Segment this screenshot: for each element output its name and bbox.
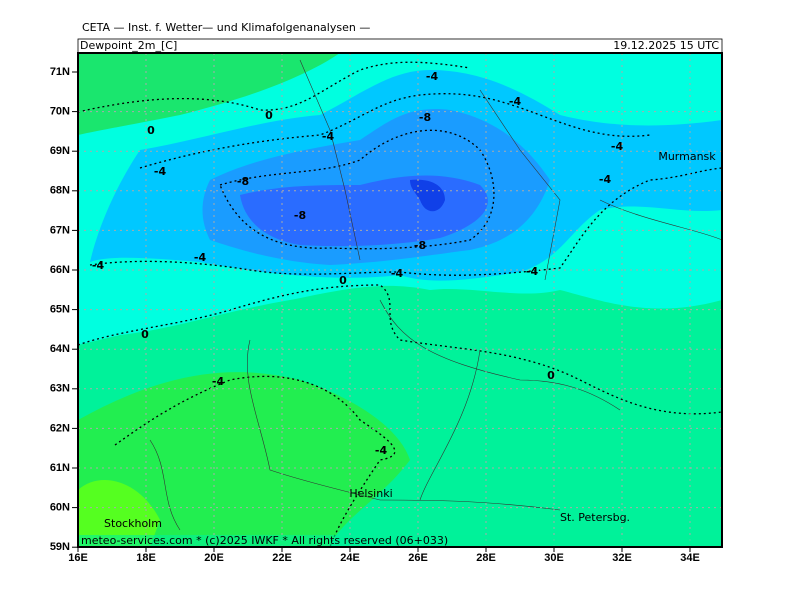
contour-label: -4 [599,173,612,186]
contour-label: 0 [141,328,149,341]
contour-label: 0 [547,369,555,382]
lon-label: 24E [340,552,360,564]
map-labels: -4 -4 -8 0 0 -4 -4 -4 -4 -8 -8 -8 -4 -4 0 -4 -4 0 -4 0 -4 Mur… [92,70,716,530]
contour-label: -4 [391,267,404,280]
field-name: Dewpoint_2m_[C] [80,39,177,52]
contour-label: -4 [154,165,167,178]
lon-label: 30E [544,552,564,564]
contour-label: -4 [92,259,105,272]
lon-label: 18E [136,552,156,564]
lat-label: 61N [50,462,70,474]
contour-label: -4 [194,251,207,264]
lat-label: 63N [50,383,70,395]
institute-title: CETA — Inst. f. Wetter— und Klimafolgena… [82,21,370,34]
graticule [78,53,722,547]
city-label: Helsinki [349,487,392,500]
valid-time: 19.12.2025 15 UTC [613,39,719,52]
contour-label: -4 [509,95,522,108]
field-layer [78,53,722,547]
lat-label: 67N [50,224,70,236]
lon-label: 20E [204,552,224,564]
contour-label: -4 [212,375,225,388]
lat-label: 59N [50,541,70,553]
contour-label: -8 [419,111,431,124]
lon-label: 26E [408,552,428,564]
city-label: St. Petersbg. [560,511,630,524]
contour-label: -4 [611,140,624,153]
contour-label: -8 [237,175,249,188]
lat-label: 62N [50,422,70,434]
lat-label: 64N [50,343,70,355]
axis-labels: 71N70N69N68N67N66N65N64N63N62N61N60N59N1… [50,66,700,564]
lat-label: 71N [50,66,70,78]
contour-label: 0 [339,274,347,287]
city-label: Stockholm [104,517,162,530]
footer: meteo-services.com * (c)2025 IWKF * All … [81,534,448,547]
contour-label: -8 [294,209,306,222]
map-frame [77,52,723,548]
lon-label: 22E [272,552,292,564]
footer-band [78,535,722,547]
lat-label: 69N [50,145,70,157]
lon-label: 32E [612,552,632,564]
lon-label: 16E [68,552,88,564]
lat-label: 60N [50,502,70,514]
contour-label: -4 [426,70,439,83]
lat-label: 66N [50,264,70,276]
lon-label: 28E [476,552,496,564]
contour-label: -4 [375,444,388,457]
lat-label: 65N [50,304,70,316]
contour-label: -4 [526,265,539,278]
lat-label: 70N [50,106,70,118]
contour-label: -8 [414,239,426,252]
lon-label: 34E [680,552,700,564]
contour-label: 0 [265,109,273,122]
city-label: Murmansk [658,150,716,163]
contour-label: 0 [147,124,155,137]
contour-label: -4 [322,130,335,143]
lat-label: 68N [50,185,70,197]
